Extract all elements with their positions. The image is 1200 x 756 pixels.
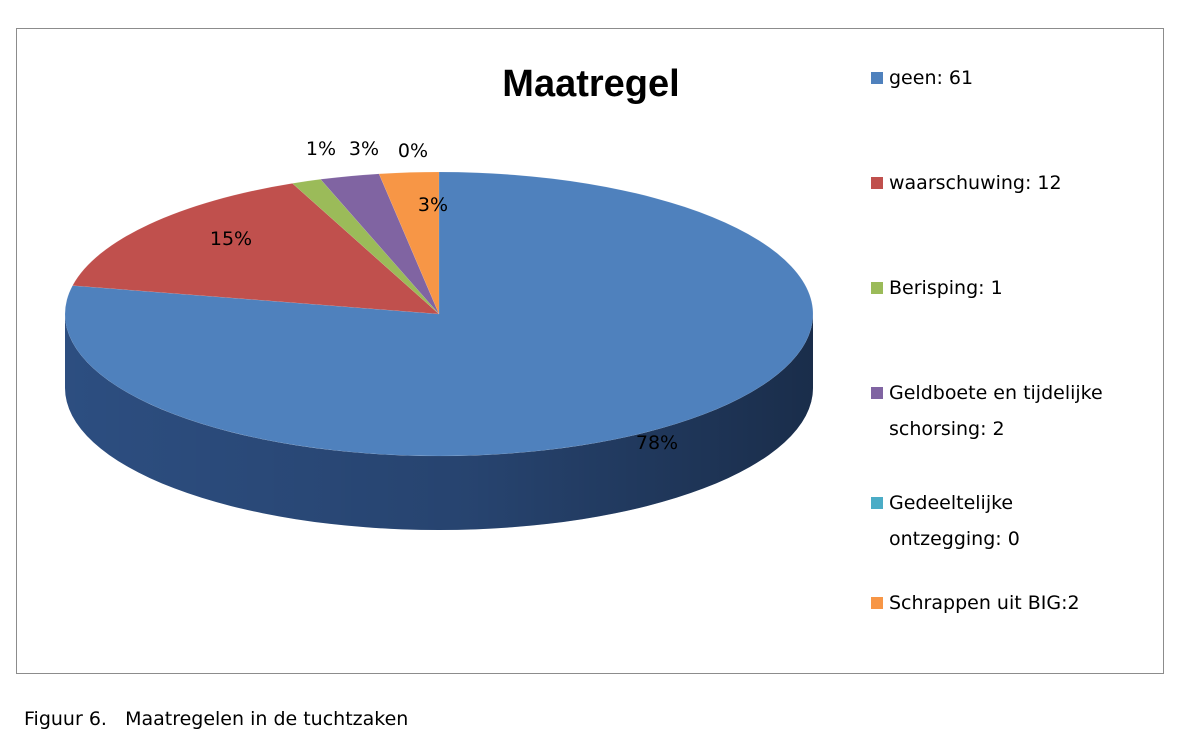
pie-label-4: 0%	[398, 140, 428, 162]
pie-label-3: 3%	[349, 138, 379, 160]
figure-caption: Figuur 6. Maatregelen in de tuchtzaken	[24, 708, 409, 730]
pie-slice-1	[72, 183, 440, 315]
legend: geen: 61 waarschuwing: 12 Berisping: 1 Geld…	[871, 67, 1103, 614]
pie-labels: 78% 15% 1% 3% 0% 3%	[210, 138, 678, 454]
pie-slice-2	[291, 179, 440, 315]
legend-swatch-0	[871, 72, 883, 84]
pie-label-0: 78%	[636, 432, 678, 454]
legend-label-2: Berisping: 1	[889, 277, 1003, 299]
legend-swatch-3	[871, 387, 883, 399]
legend-label-3-1: schorsing: 2	[889, 418, 1005, 440]
chart-frame: Maatregel 78% 15% 1% 3% 0% 3% geen: 61 waarsch…	[16, 28, 1164, 674]
legend-label-1: waarschuwing: 12	[889, 172, 1062, 194]
chart-title: Maatregel	[502, 63, 679, 105]
legend-label-4-1: ontzegging: 0	[889, 528, 1020, 550]
legend-label-0: geen: 61	[889, 67, 973, 89]
pie-side-shade-0	[65, 314, 813, 530]
legend-label-5: Schrappen uit BIG:2	[889, 592, 1080, 614]
legend-swatch-5	[871, 597, 883, 609]
legend-swatch-1	[871, 177, 883, 189]
legend-swatch-4	[871, 497, 883, 509]
pie-chart: Maatregel 78% 15% 1% 3% 0% 3% geen: 61 waarsch…	[64, 63, 1103, 614]
pie-tops	[64, 171, 814, 457]
pie-slice-5	[378, 171, 440, 315]
pie-label-5: 3%	[418, 194, 448, 216]
pie-label-2: 1%	[306, 138, 336, 160]
legend-label-3: Geldboete en tijdelijke	[889, 382, 1103, 404]
pie-sides	[65, 314, 813, 530]
legend-label-4: Gedeeltelijke	[889, 492, 1013, 514]
legend-swatch-2	[871, 282, 883, 294]
pie-slice-3	[320, 173, 440, 315]
pie-label-1: 15%	[210, 228, 252, 250]
pie-slice-0	[64, 171, 814, 457]
